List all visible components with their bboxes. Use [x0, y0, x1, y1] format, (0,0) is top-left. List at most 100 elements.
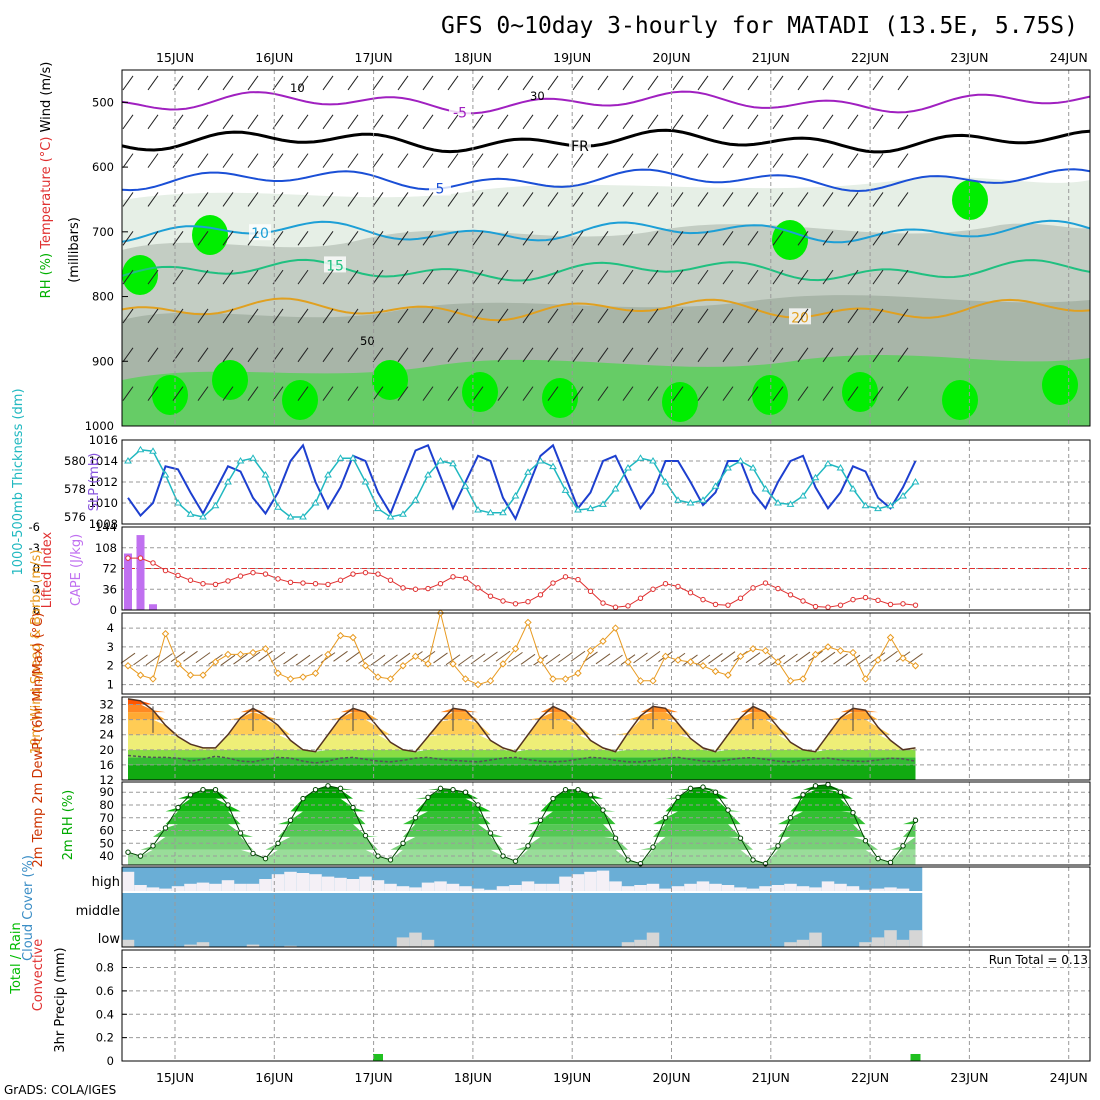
wind-barb: [333, 650, 348, 662]
rh-point: [300, 795, 306, 802]
wind-barb: [697, 347, 709, 363]
wind-barb: [147, 386, 159, 401]
wind-barb: [772, 192, 784, 207]
cloud-middle-bar: [196, 893, 210, 923]
wind-barb: [497, 75, 509, 91]
wind-barb: [822, 153, 834, 168]
wind-barb: [722, 75, 734, 91]
wind-panel: 1 2 3 4 10m Wind Speed & Barbs (m/s): [29, 550, 1090, 754]
wind-barb: [647, 114, 659, 130]
cape-bar: [149, 604, 157, 610]
wind-speed-point: [149, 675, 157, 683]
cloud-high-bar: [559, 876, 573, 891]
wind-barb: [397, 308, 409, 324]
pressure-tick-label: 600: [92, 160, 114, 174]
wind-barb: [358, 653, 373, 664]
wind-barb: [197, 347, 209, 363]
lifted-index-point: [325, 581, 331, 588]
wind-barb: [197, 192, 209, 207]
date-label-top: 22JUN: [851, 50, 889, 65]
wind-speed-point: [899, 654, 907, 662]
wind-barb: [247, 386, 259, 401]
wind-barb: [397, 231, 409, 246]
thickness-point: [636, 454, 645, 461]
wind-barb: [647, 192, 659, 207]
cape-bar: [124, 553, 132, 610]
wind-speed-point: [836, 646, 845, 655]
cloud-high-bar: [571, 874, 585, 891]
rh-band: [128, 811, 916, 825]
cloud-high-base: [396, 867, 410, 891]
wind-barb: [147, 269, 159, 285]
cloud-high-base: [884, 867, 898, 891]
thickness-point: [474, 506, 482, 513]
precip-tick-label: 0.2: [96, 1031, 114, 1045]
cloud-low-base: [371, 923, 385, 947]
cloud-low-bar: [646, 932, 660, 947]
cloud-axis-label: Cloud Cover (%): [21, 855, 36, 961]
rh-point: [825, 781, 831, 788]
cloud-low-bar: [784, 942, 798, 947]
wind-speed-point: [136, 671, 145, 679]
wind-barb: [822, 192, 834, 207]
wind-barb: [622, 347, 634, 363]
wind-barb: [572, 114, 584, 130]
lifted-index-point: [825, 604, 831, 610]
cloud-high-bar: [509, 885, 523, 891]
temperature-contour: [122, 90, 1090, 115]
wind-barb: [847, 153, 859, 168]
wind-barb: [197, 269, 209, 285]
cloud-high-bar: [521, 881, 535, 891]
wind-barb: [908, 653, 923, 664]
cloud-high-bar: [709, 883, 723, 891]
wind-barb: [822, 308, 834, 324]
cloud-low-bar: [909, 930, 923, 947]
cloud-low-bar: [246, 944, 260, 947]
cloud-middle-bar: [421, 893, 435, 923]
wind-barb: [597, 114, 609, 130]
rh-band: [128, 798, 916, 812]
rh-point: [275, 840, 281, 846]
wind-barb: [822, 269, 834, 285]
rh-point: [875, 855, 881, 862]
cloud-high-bar: [884, 887, 898, 891]
rh-band: [128, 784, 916, 790]
cloud-middle-bar: [459, 893, 473, 923]
thickness-point: [686, 499, 695, 506]
panel-frame: [121, 866, 1091, 948]
slp-tick-label: 1012: [89, 475, 118, 489]
thickness-point: [324, 471, 332, 478]
panel-frame: [121, 439, 1091, 525]
cloud-low-base: [184, 923, 198, 947]
wind-barb: [172, 386, 184, 401]
wind-barb: [122, 114, 134, 130]
wind-barb: [570, 650, 586, 662]
rh-point: [175, 804, 181, 811]
cloud-high-bar: [359, 876, 373, 891]
wind-barb: [272, 386, 284, 401]
date-label-bottom: 17JUN: [355, 1070, 393, 1085]
lifted-index-point: [237, 573, 244, 579]
rh-band: [128, 824, 916, 837]
wind-barb: [697, 386, 709, 401]
rh-contour-label: 10: [290, 81, 305, 95]
wind-speed-point: [449, 660, 457, 668]
cloud-high-bar: [759, 886, 773, 891]
wind-barb: [133, 654, 148, 666]
thickness-point: [136, 445, 145, 453]
cloud-high-bar: [809, 887, 823, 891]
cloud-middle-bar: [359, 893, 373, 923]
cloud-middle-bar: [171, 893, 185, 923]
cape-tick-label: 36: [102, 582, 117, 596]
thickness-point: [886, 501, 895, 509]
wind-barb: [547, 231, 559, 246]
cloud-low-base: [684, 923, 698, 947]
wind-barb: [722, 114, 734, 130]
li-tick-label: -3: [29, 541, 40, 555]
cloud-middle-bar: [809, 893, 823, 923]
axis-label-part: Temperature (°C): [39, 137, 54, 250]
rh-saturated-cell: [772, 220, 808, 260]
wind-barb: [472, 386, 484, 401]
cloud-high-bar: [446, 883, 460, 891]
